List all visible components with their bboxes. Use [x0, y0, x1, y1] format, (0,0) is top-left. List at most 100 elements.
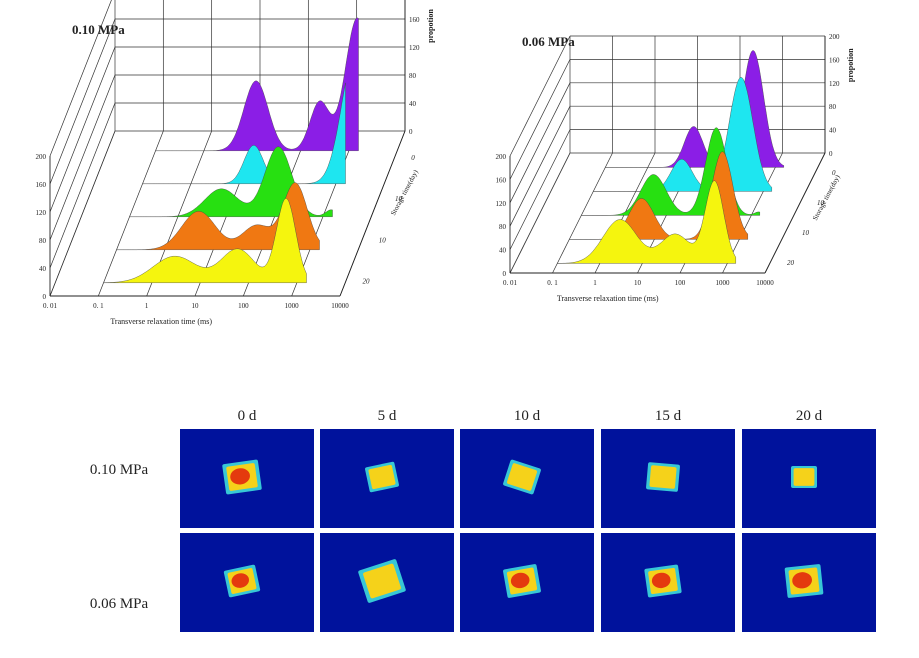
x-tick-label: 1 — [593, 279, 597, 287]
t2-chart-0-06mpa: 0.06 MPa 0. 01 0. 1 1 10 100 1000 10000 0 40 80 12… — [480, 0, 910, 330]
floor-line — [552, 152, 613, 274]
left-wall-line — [509, 35, 571, 157]
sample-slice — [646, 462, 680, 492]
z-axis-label: Storage time(day) — [811, 173, 842, 222]
y-tick-label: 120 — [496, 200, 507, 208]
z-tick-labels: 0 10 10 20 — [787, 169, 836, 267]
sample-slice — [784, 564, 824, 598]
z-tick-label: 10 — [817, 199, 825, 207]
sample-slice — [223, 564, 261, 598]
row-header-0-06mpa: 0.06 MPa — [89, 596, 149, 612]
x-tick-labels: 0. 01 0. 1 1 10 100 1000 10000 — [43, 302, 349, 310]
mri-image-canvas — [742, 429, 876, 528]
sample-core — [792, 572, 812, 589]
mri-image-canvas — [180, 533, 314, 632]
floor-line — [98, 130, 164, 297]
y-tick-label: 80 — [829, 103, 837, 111]
column-header-20d: 20 d — [795, 408, 823, 424]
z-axis-line — [339, 130, 406, 297]
panel-label: 0.06 MPa — [522, 34, 575, 49]
panel-label: 0.10 MPa — [72, 22, 125, 37]
mri-image — [601, 429, 735, 528]
row-header-0-10mpa: 0.10 MPa — [89, 462, 149, 478]
x-tick-label: 0. 1 — [547, 279, 558, 287]
z-tick-label: 20 — [787, 259, 795, 267]
sample-core — [655, 471, 671, 483]
left-wall-line — [49, 74, 116, 241]
y-tick-label: 0 — [503, 270, 507, 278]
y-tick-label: 200 — [829, 33, 840, 41]
y-tick-label: 160 — [409, 16, 420, 24]
mri-image-canvas — [460, 533, 594, 632]
z-tick-labels: 0 10 10 20 — [363, 154, 416, 286]
sample-core — [512, 468, 530, 484]
series-ridge-5 — [593, 77, 772, 192]
mri-image-canvas — [460, 429, 594, 528]
x-tick-label: 0. 01 — [503, 279, 518, 287]
left-wall-line — [49, 0, 112, 157]
x-tick-labels: 0. 01 0. 1 1 10 100 1000 10000 — [503, 279, 774, 287]
mri-image-canvas — [601, 429, 735, 528]
column-header-0d: 0 d — [237, 408, 257, 424]
mri-image-canvas — [742, 533, 876, 632]
x-tick-label: 100 — [675, 279, 686, 287]
front-axes — [49, 0, 406, 297]
z-tick-label: 0 — [411, 154, 415, 162]
sample-core — [372, 469, 389, 484]
z-tick-label: 10 — [379, 236, 387, 244]
y-tick-label: 80 — [409, 72, 417, 80]
sample-core — [510, 572, 530, 589]
front-axes — [509, 36, 826, 274]
x-tick-label: 1000 — [716, 279, 731, 287]
sample-core — [368, 571, 391, 590]
x-axis-label: Transverse relaxation time (ms) — [110, 317, 212, 326]
column-header-5d: 5 d — [377, 408, 397, 424]
mri-image — [320, 533, 454, 632]
left-wall-line — [509, 106, 571, 227]
mri-image — [180, 533, 314, 632]
left-wall-line — [49, 130, 116, 297]
sample-slice — [365, 461, 399, 493]
left-wall-line — [49, 102, 116, 269]
y-tick-label: 120 — [409, 44, 420, 52]
mri-image — [601, 533, 735, 632]
series-ridge-20 — [103, 197, 307, 283]
mri-image — [180, 429, 314, 528]
y-tick-label: 80 — [39, 237, 47, 245]
sample-slice — [222, 459, 262, 495]
left-wall-line — [509, 82, 571, 203]
mri-image — [742, 533, 876, 632]
sample-slice — [503, 564, 541, 598]
y-tick-label: 40 — [499, 247, 507, 255]
series-ridge-5 — [142, 82, 346, 184]
sample-slice — [503, 459, 541, 495]
series-ridge-15 — [116, 182, 320, 250]
z-axis-label: Storage time(day) — [389, 168, 420, 217]
y-axis-label: propotion — [426, 9, 435, 43]
y-tick-label: 120 — [829, 80, 840, 88]
x-tick-label: 0. 1 — [93, 302, 104, 310]
mri-image — [460, 533, 594, 632]
x-tick-label: 10 — [634, 279, 642, 287]
sample-slice — [791, 465, 817, 489]
sample-slice — [358, 559, 406, 603]
mri-image — [320, 429, 454, 528]
y-tick-label: 200 — [496, 153, 507, 161]
y-tick-label: 40 — [409, 100, 417, 108]
mri-image-grid: 0 d 5 d 10 d 15 d 20 d 0.10 MPa 0.06 MPa — [0, 400, 919, 658]
y-tick-label: 80 — [499, 223, 507, 231]
y-tick-label: 120 — [36, 209, 47, 217]
y-tick-label: 160 — [829, 56, 840, 64]
y-tick-label: 0 — [409, 128, 413, 136]
x-tick-label: 1000 — [285, 302, 300, 310]
mri-image — [460, 429, 594, 528]
y-tick-label: 0 — [829, 150, 833, 158]
y-tick-label: 160 — [496, 176, 507, 184]
left-wall-line — [509, 152, 571, 274]
z-tick-label: 10 — [802, 229, 810, 237]
mri-image — [742, 429, 876, 528]
